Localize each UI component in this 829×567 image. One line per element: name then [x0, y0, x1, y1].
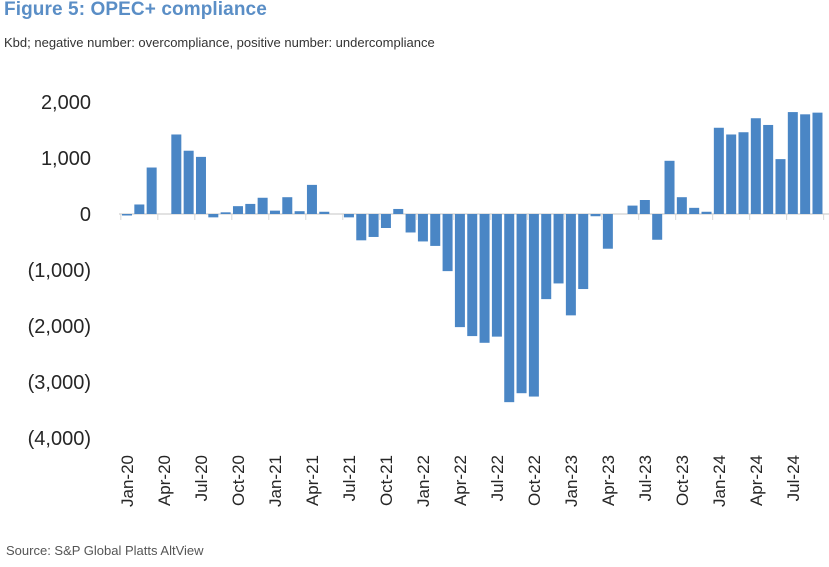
bar-sep-24	[812, 112, 823, 214]
bar-mar-24	[738, 132, 749, 214]
chart-title: Figure 5: OPEC+ compliance	[4, 0, 267, 20]
bar-apr-22	[454, 214, 465, 328]
bar-jan-22	[417, 214, 428, 242]
bar-jul-22	[491, 214, 502, 337]
bar-jun-23	[627, 205, 638, 214]
y-tick-label: (2,000)	[28, 316, 91, 338]
x-axis-ticks: Jan-20 Apr-20 Jul-20 Oct-20 Jan-21 Apr-21 Jul-…	[118, 214, 825, 507]
y-tick-label: 2,000	[41, 92, 91, 114]
bar-feb-24	[726, 134, 737, 214]
bar-apr-24	[750, 118, 761, 214]
bar-sep-21	[368, 214, 379, 237]
bar-jan-24	[713, 127, 724, 214]
chart-subtitle: Kbd; negative number: overcompliance, po…	[4, 35, 435, 50]
bar-jan-23	[565, 214, 576, 316]
bar-oct-23	[676, 197, 687, 214]
x-tick-label: Jul-24	[784, 455, 803, 501]
x-tick-label: Apr-22	[451, 455, 470, 506]
x-tick-label: Oct-21	[377, 455, 396, 506]
bar-dec-23	[701, 211, 712, 214]
y-tick-label: (1,000)	[28, 260, 91, 282]
bar-jul-21	[343, 214, 354, 218]
bar-may-20	[171, 134, 182, 214]
bar-aug-20	[208, 214, 219, 218]
y-tick-label: (4,000)	[28, 428, 91, 450]
x-tick-label: Jan-22	[414, 455, 433, 507]
x-tick-label: Oct-22	[525, 455, 544, 506]
bar-aug-21	[356, 214, 367, 241]
x-tick-label: Apr-21	[303, 455, 322, 506]
y-tick-label: 1,000	[41, 148, 91, 170]
bar-may-22	[467, 214, 478, 337]
bar-feb-20	[134, 204, 145, 214]
bar-nov-21	[393, 208, 404, 214]
bar-nov-23	[689, 207, 700, 214]
y-tick-label: 0	[80, 204, 91, 226]
bar-feb-22	[430, 214, 441, 246]
x-tick-label: Apr-24	[747, 455, 766, 506]
x-tick-label: Jan-23	[562, 455, 581, 507]
bar-sep-23	[664, 160, 675, 214]
x-tick-label: Jul-20	[192, 455, 211, 501]
x-tick-label: Apr-20	[155, 455, 174, 506]
bar-jul-23	[639, 200, 650, 214]
bars	[122, 112, 823, 403]
bar-jul-20	[195, 156, 206, 214]
bar-jan-20	[122, 214, 132, 216]
x-tick-label: Jul-21	[340, 455, 359, 501]
bar-dec-22	[553, 214, 564, 284]
bar-oct-20	[232, 206, 243, 214]
bar-may-24	[763, 124, 774, 214]
bar-may-21	[319, 211, 330, 214]
bar-aug-23	[652, 214, 663, 240]
bar-feb-23	[578, 214, 589, 290]
bar-aug-24	[800, 114, 811, 214]
bar-mar-22	[442, 214, 453, 272]
bar-mar-21	[294, 211, 305, 214]
bar-dec-21	[405, 214, 416, 233]
bar-jun-20	[183, 150, 194, 214]
y-tick-label: (3,000)	[28, 372, 91, 394]
bar-jul-24	[787, 112, 798, 214]
bar-oct-21	[380, 214, 391, 228]
bar-mar-20	[146, 167, 157, 214]
bar-apr-21	[306, 184, 317, 214]
bar-jun-24	[775, 159, 786, 214]
bar-apr-23	[602, 214, 613, 249]
bar-oct-22	[528, 214, 539, 397]
bar-sep-20	[220, 212, 231, 214]
bar-jun-22	[479, 214, 490, 343]
bar-mar-23	[590, 214, 601, 217]
x-tick-label: Jul-22	[488, 455, 507, 501]
bar-jan-21	[269, 210, 280, 214]
bar-nov-22	[541, 214, 552, 300]
x-tick-label: Oct-20	[229, 455, 248, 506]
chart-source: Source: S&P Global Platts AltView	[6, 543, 204, 558]
x-tick-label: Jul-23	[636, 455, 655, 501]
y-axis-ticks: 2,000 1,000 0 (1,000) (2,000) (3,000) (4,000)	[28, 92, 91, 450]
bar-dec-20	[257, 197, 268, 214]
x-tick-label: Oct-23	[673, 455, 692, 506]
bar-feb-21	[282, 197, 293, 214]
bar-sep-22	[516, 214, 527, 394]
x-tick-label: Jan-24	[710, 455, 729, 507]
bar-nov-20	[245, 203, 256, 214]
x-tick-label: Jan-20	[118, 455, 137, 507]
x-tick-label: Jan-21	[266, 455, 285, 507]
bar-aug-22	[504, 214, 515, 403]
x-tick-label: Apr-23	[599, 455, 618, 506]
